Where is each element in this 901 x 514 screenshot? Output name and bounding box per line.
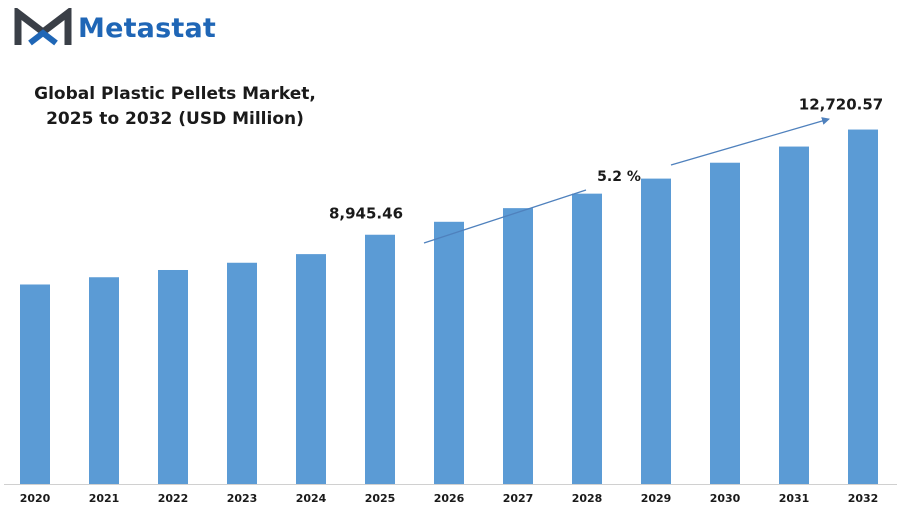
bar-2026	[434, 221, 464, 485]
bar-2025	[365, 234, 395, 484]
start-value-label: 8,945.46	[329, 205, 403, 223]
x-tick-label-2020: 2020	[20, 492, 51, 505]
x-tick-label-2023: 2023	[227, 492, 258, 505]
chart-title-line-1: Global Plastic Pellets Market,	[34, 84, 316, 104]
brand-name: Metastat	[78, 12, 217, 44]
growth-arrow-segment-2	[670, 117, 830, 166]
bar-2021	[89, 277, 119, 484]
x-tick-label-2030: 2030	[710, 492, 741, 505]
bar-2022	[158, 269, 188, 484]
bar-2024	[296, 254, 326, 484]
growth-arrow-segment-1	[423, 189, 587, 244]
x-tick-label-2025: 2025	[365, 492, 396, 505]
x-tick-label-2029: 2029	[641, 492, 672, 505]
bar-2023	[227, 262, 257, 484]
bar-2027	[503, 208, 533, 484]
x-tick-label-2024: 2024	[296, 492, 327, 505]
x-tick-label-2026: 2026	[434, 492, 465, 505]
cagr-label: 5.2 %	[597, 169, 641, 185]
brand-logo: Metastat	[14, 8, 216, 48]
bar-series	[20, 129, 878, 485]
chart-title-line-2: 2025 to 2032 (USD Million)	[46, 109, 304, 129]
x-tick-label-2028: 2028	[572, 492, 603, 505]
chart-title: Global Plastic Pellets Market, 2025 to 2…	[20, 82, 330, 132]
bar-2020	[20, 284, 50, 484]
bar-2028	[572, 193, 602, 484]
bar-2029	[641, 178, 671, 484]
x-tick-label-2021: 2021	[89, 492, 120, 505]
x-tick-label-2032: 2032	[848, 492, 879, 505]
x-axis-ticks: 2020 2021 2022 2023 2024 2025 2026 2027 2028 2029…	[20, 492, 879, 505]
x-tick-label-2031: 2031	[779, 492, 810, 505]
metastat-m-logo-icon	[14, 8, 72, 46]
bar-2031	[779, 146, 809, 485]
x-tick-label-2022: 2022	[158, 492, 189, 505]
end-value-label: 12,720.57	[799, 96, 883, 114]
bar-2032	[848, 129, 878, 484]
x-tick-label-2027: 2027	[503, 492, 534, 505]
bar-2030	[710, 162, 740, 484]
